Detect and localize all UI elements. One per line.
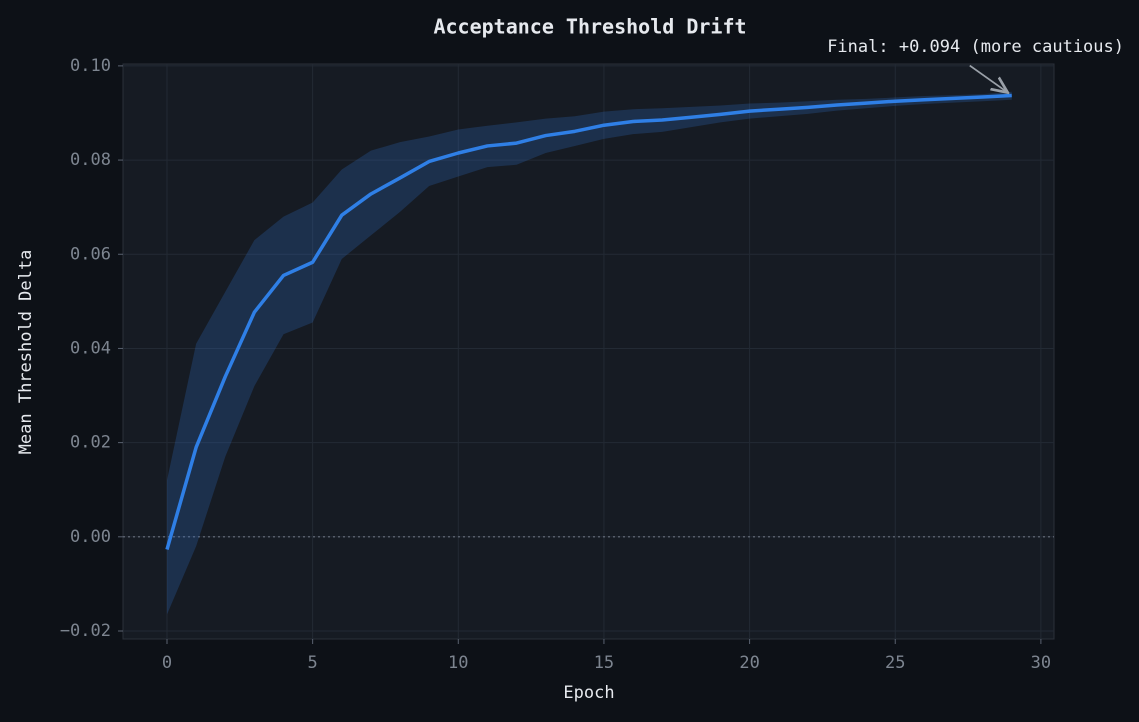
chart-title: Acceptance Threshold Drift: [433, 15, 746, 39]
line: [165, 93, 1012, 551]
x-tick-label: 10: [448, 653, 468, 673]
y-tick-label: 0.00: [70, 527, 111, 547]
annotation-arrow: [969, 64, 1008, 93]
x-tick-label: 15: [594, 653, 614, 673]
annotation: Final: +0.094 (more cautious): [827, 37, 1124, 57]
y-tick-label: 0.04: [70, 338, 111, 358]
y-tick-label: 0.08: [70, 150, 111, 170]
y-tick-label: 0.06: [70, 244, 111, 264]
y-tick-label: 0.02: [70, 433, 111, 453]
x-axis-label: Epoch: [563, 683, 614, 703]
y-axis-label: Mean Threshold Delta: [16, 250, 36, 455]
x-tick-label: 5: [308, 653, 318, 673]
y-tick-label: 0.10: [70, 56, 111, 76]
x-tick-label: 20: [739, 653, 759, 673]
x-tick-label: 30: [1031, 653, 1051, 673]
x-tick-label: 25: [885, 653, 905, 673]
confidence-band: [166, 91, 1012, 615]
y-tick-label: −0.02: [60, 621, 111, 641]
x-tick-label: 0: [162, 653, 172, 673]
